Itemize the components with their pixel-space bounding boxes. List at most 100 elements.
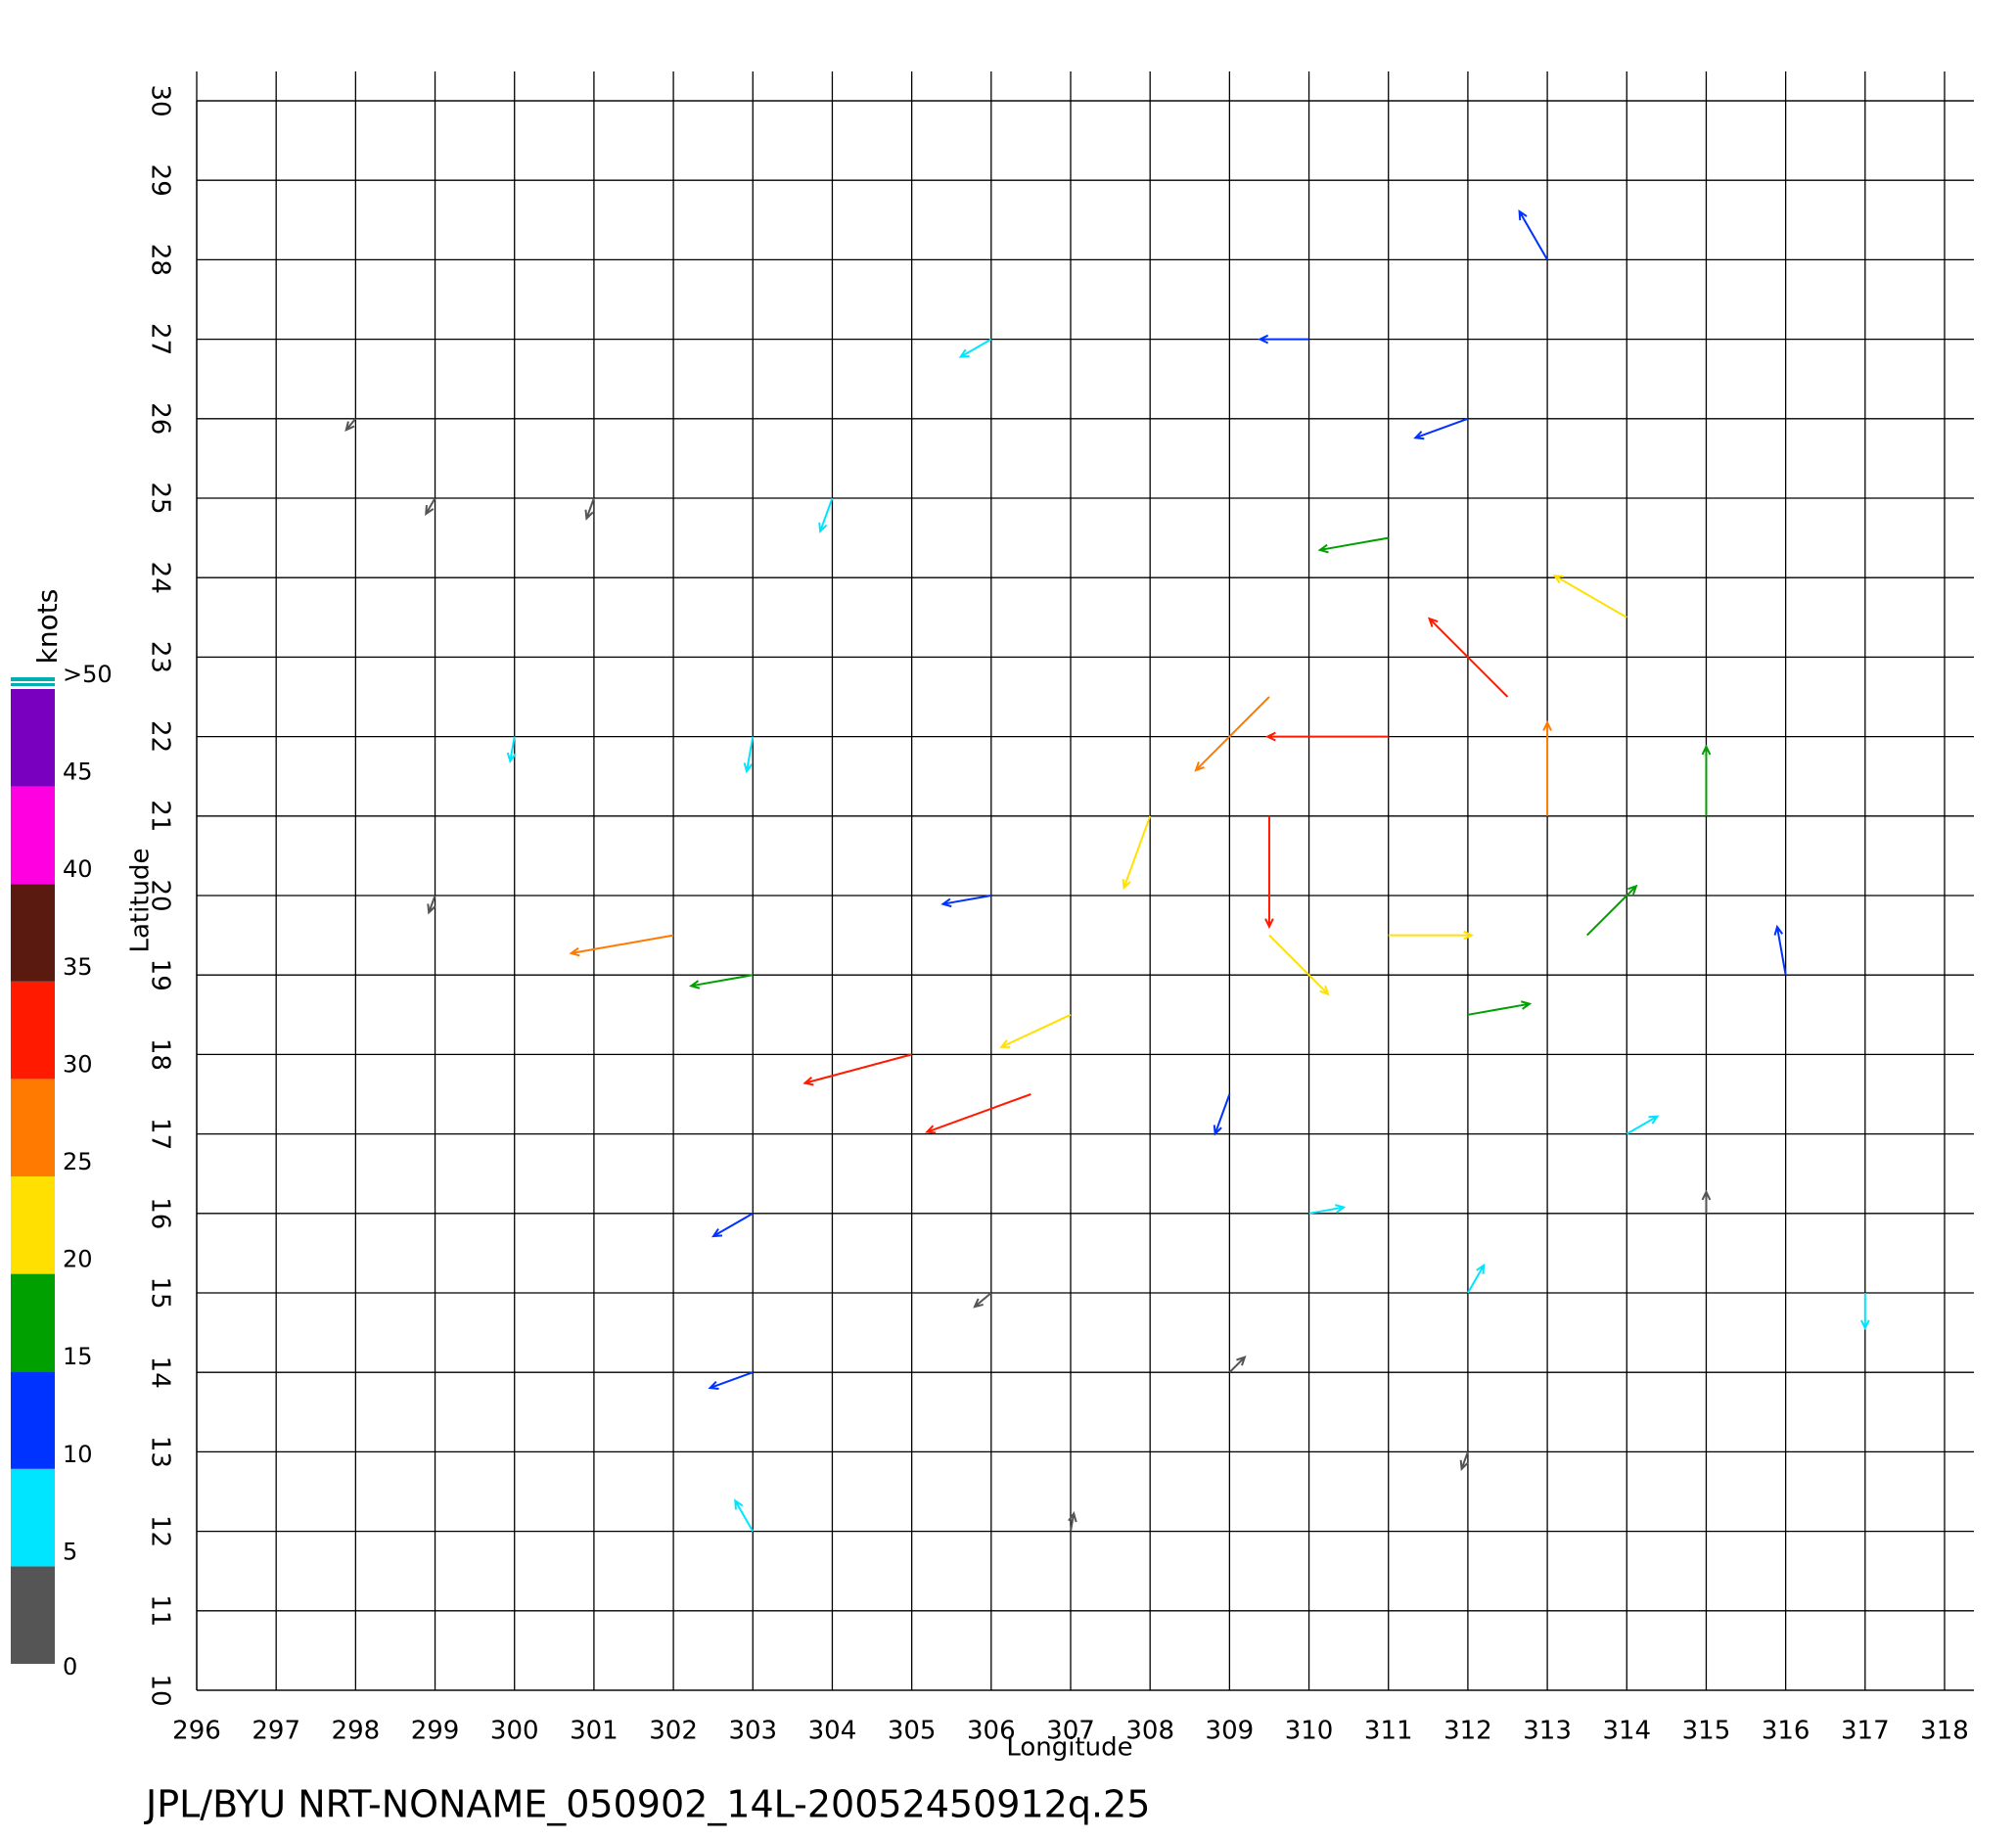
wind-vector [708,1371,754,1391]
wind-vector [1213,1093,1231,1136]
colorbar-label: knots [31,589,64,665]
wind-vector [506,736,517,763]
x-tick-label: 299 [411,1717,460,1746]
colorbar-tick-label: 45 [63,759,93,786]
x-tick-label: 313 [1523,1717,1572,1746]
y-tick-label: 30 [146,84,175,116]
colorbar-cell [11,1079,55,1176]
y-tick-label: 12 [146,1515,175,1547]
colorbar-tick-label: 30 [63,1050,93,1078]
wind-vector [1228,1356,1247,1373]
y-tick-label: 14 [146,1357,175,1389]
wind-vector [688,974,754,989]
y-tick-label: 28 [146,244,175,276]
x-tick-label: 308 [1125,1717,1174,1746]
x-tick-label: 314 [1602,1717,1651,1746]
y-tick-label: 17 [146,1118,175,1150]
x-tick-label: 296 [172,1717,221,1746]
colorbar-cell [11,1566,55,1664]
wind-vector [925,1093,1031,1134]
wind-vector [1701,744,1712,816]
wind-vector [1626,1115,1660,1135]
x-tick-label: 301 [570,1717,619,1746]
x-tick-label: 306 [967,1717,1016,1746]
wind-vector [1258,334,1309,345]
colorbar-cell [11,1273,55,1372]
x-tick-label: 303 [728,1717,777,1746]
colorbar-tick-label: 5 [63,1538,77,1565]
wind-vector [734,1498,755,1533]
wind-vector [711,1212,754,1238]
wind-vector [1194,696,1270,772]
colorbar-tick-label: 15 [63,1343,93,1370]
wind-vector [425,497,436,517]
wind-vector [1122,815,1152,891]
x-tick-label: 307 [1046,1717,1095,1746]
wind-vector [940,895,991,908]
wind-vector [1317,536,1389,554]
wind-vector [802,1053,912,1086]
colorbar-tick-label: 10 [63,1441,93,1468]
wind-vector [1773,924,1787,976]
x-tick-label: 305 [888,1717,937,1746]
y-tick-label: 20 [146,879,175,911]
y-tick-label: 29 [146,164,175,197]
wind-vector [344,418,357,433]
y-tick-label: 23 [146,641,175,673]
colorbar-tick-label: 0 [63,1653,77,1680]
colorbar-cell [11,1371,55,1469]
y-tick-label: 13 [146,1436,175,1468]
y-axis-label: Latitude [126,848,156,952]
wind-vector [1518,209,1548,260]
wind-vector [1268,934,1330,996]
wind-vector [1467,1000,1533,1016]
x-tick-label: 318 [1920,1717,1969,1746]
colorbar-tick-label: >50 [63,661,113,688]
chart-title: JPL/BYU NRT-NONAME_050902_14L-2005245091… [144,1783,1150,1826]
wind-vector [1264,815,1274,930]
colorbar-cell [11,1468,55,1567]
wind-vector [1542,720,1552,816]
x-tick-label: 317 [1841,1717,1890,1746]
wind-vector [818,497,834,533]
wind-vector [1701,1189,1712,1214]
wind-vector [1859,1293,1870,1331]
x-tick-label: 300 [490,1717,539,1746]
y-tick-label: 16 [146,1197,175,1229]
colorbar-cell [11,786,55,885]
wind-vector [1459,1451,1469,1471]
wind-vector [1308,1204,1347,1215]
colorbar-cell [11,689,55,787]
y-tick-label: 27 [146,323,175,355]
y-tick-label: 25 [146,482,175,514]
colorbar-cell [11,884,55,982]
x-tick-label: 310 [1285,1717,1334,1746]
colorbar-cap [11,683,55,686]
wind-vector [1427,617,1509,698]
wind-vector [1467,1263,1486,1294]
colorbar-tick-label: 25 [63,1148,93,1175]
y-tick-label: 19 [146,959,175,991]
x-tick-label: 304 [808,1717,857,1746]
colorbar-tick-label: 40 [63,855,93,883]
x-tick-label: 311 [1364,1717,1413,1746]
wind-vector [999,1013,1072,1048]
y-tick-label: 18 [146,1038,175,1071]
wind-vector [973,1292,992,1309]
wind-vector [427,895,436,915]
wind-vector [584,497,595,521]
wind-vector [958,338,992,358]
y-tick-label: 24 [146,562,175,594]
wind-vector [1388,930,1475,941]
colorbar-cell [11,981,55,1080]
x-tick-label: 312 [1443,1717,1492,1746]
x-tick-label: 315 [1682,1717,1731,1746]
y-tick-label: 26 [146,402,175,435]
x-tick-label: 297 [252,1717,300,1746]
colorbar-tick-label: 35 [63,953,93,981]
colorbar-cell [11,1176,55,1274]
x-tick-label: 309 [1206,1717,1255,1746]
wind-vector [569,934,674,957]
